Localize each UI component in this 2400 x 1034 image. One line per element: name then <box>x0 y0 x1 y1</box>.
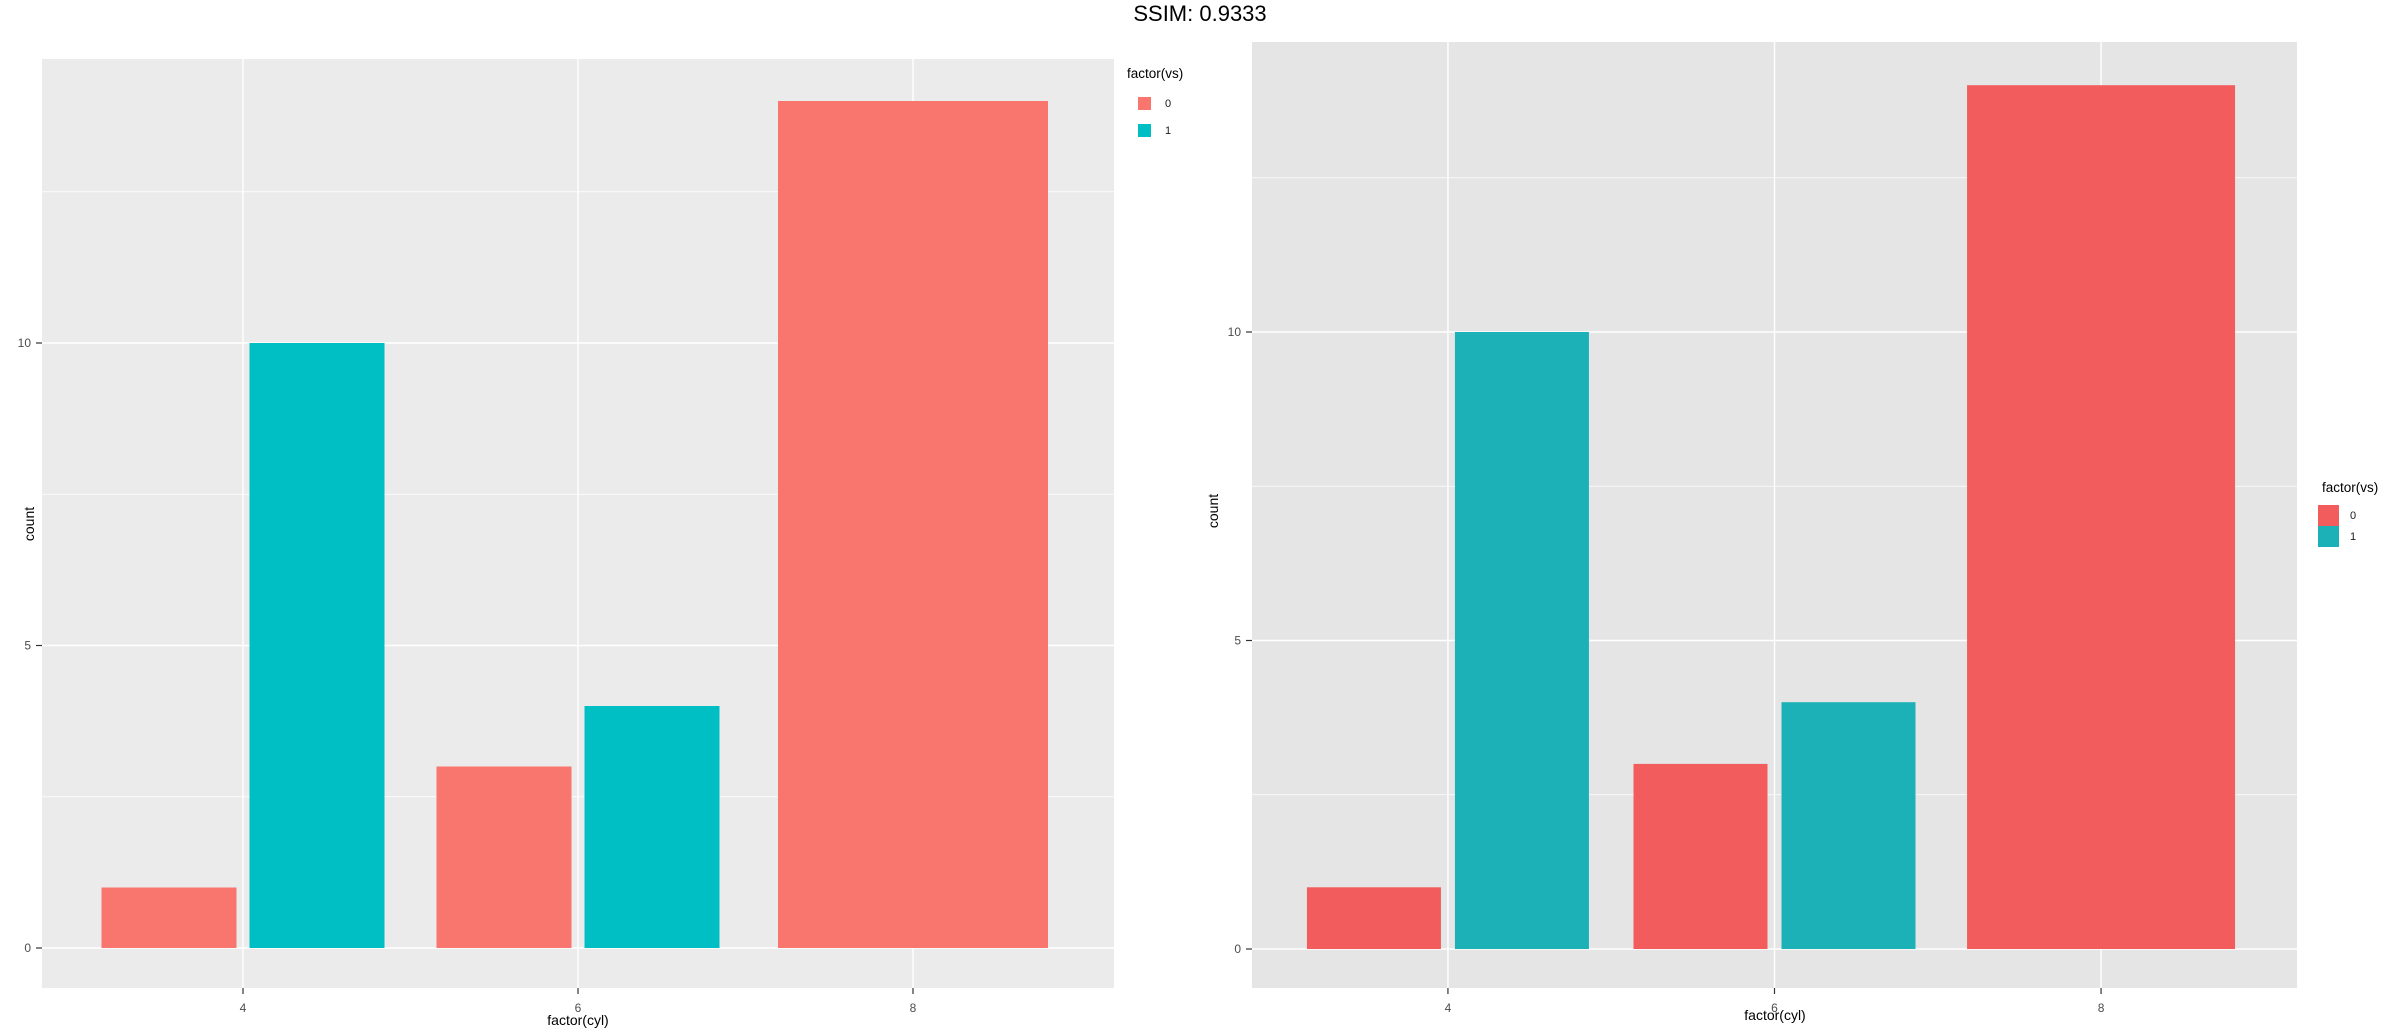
x-tick-label: 6 <box>1771 1001 1778 1015</box>
bar-cyl6-vs0 <box>436 766 572 948</box>
x-tick-label: 6 <box>575 1001 582 1015</box>
left-legend-label-1: 1 <box>1165 124 1172 137</box>
x-tick-label: 8 <box>910 1001 917 1015</box>
bar-cyl4-vs1 <box>1454 332 1589 949</box>
legend-swatch-vs1 <box>2318 526 2339 547</box>
x-tick-label: 4 <box>1445 1001 1452 1015</box>
plot-title: SSIM: 0.9333 <box>1133 1 1267 26</box>
right-legend-label-0: 0 <box>2350 509 2357 522</box>
bar-cyl6-vs1 <box>1781 702 1916 949</box>
left-legend: factor(vs) 0 1 <box>1122 66 1183 144</box>
left-y-axis-title: count <box>21 506 37 542</box>
legend-swatch-vs1 <box>1138 124 1151 137</box>
legend-swatch-vs0 <box>1138 97 1151 110</box>
right-legend-item-1: 1 <box>2318 526 2378 547</box>
bar-cyl6-vs0 <box>1633 763 1768 949</box>
y-tick-label: 10 <box>18 336 32 350</box>
y-tick-label: 0 <box>24 941 31 955</box>
right-legend-item-0: 0 <box>2318 505 2378 526</box>
y-tick-label: 5 <box>24 639 31 653</box>
bar-cyl4-vs1 <box>249 343 385 948</box>
y-tick-label: 5 <box>1234 634 1241 648</box>
right-legend-label-1: 1 <box>2350 530 2357 543</box>
right-y-axis-title: count <box>1205 493 1221 529</box>
x-tick-label: 4 <box>240 1001 247 1015</box>
bar-cyl8-vs0 <box>778 101 1048 948</box>
right-legend: factor(vs) 0 1 <box>2318 480 2378 547</box>
left-legend-title: factor(vs) <box>1127 66 1184 81</box>
bar-cyl6-vs1 <box>584 706 720 948</box>
left-legend-label-0: 0 <box>1165 97 1172 110</box>
legend-swatch-vs0 <box>2318 505 2339 526</box>
x-tick-label: 8 <box>2098 1001 2105 1015</box>
bar-cyl4-vs0 <box>101 887 237 948</box>
right-legend-title: factor(vs) <box>2322 480 2379 495</box>
right-x-axis-title: factor(cyl) <box>1744 1007 1806 1023</box>
bar-cyl4-vs0 <box>1306 887 1441 949</box>
bar-cyl8-vs0 <box>1967 85 2236 949</box>
left-legend-item-1: 1 <box>1122 117 1183 144</box>
y-tick-label: 0 <box>1234 942 1241 956</box>
left-x-axis-title: factor(cyl) <box>547 1012 609 1028</box>
left-legend-item-0: 0 <box>1122 90 1183 117</box>
y-tick-label: 10 <box>1228 325 1242 339</box>
